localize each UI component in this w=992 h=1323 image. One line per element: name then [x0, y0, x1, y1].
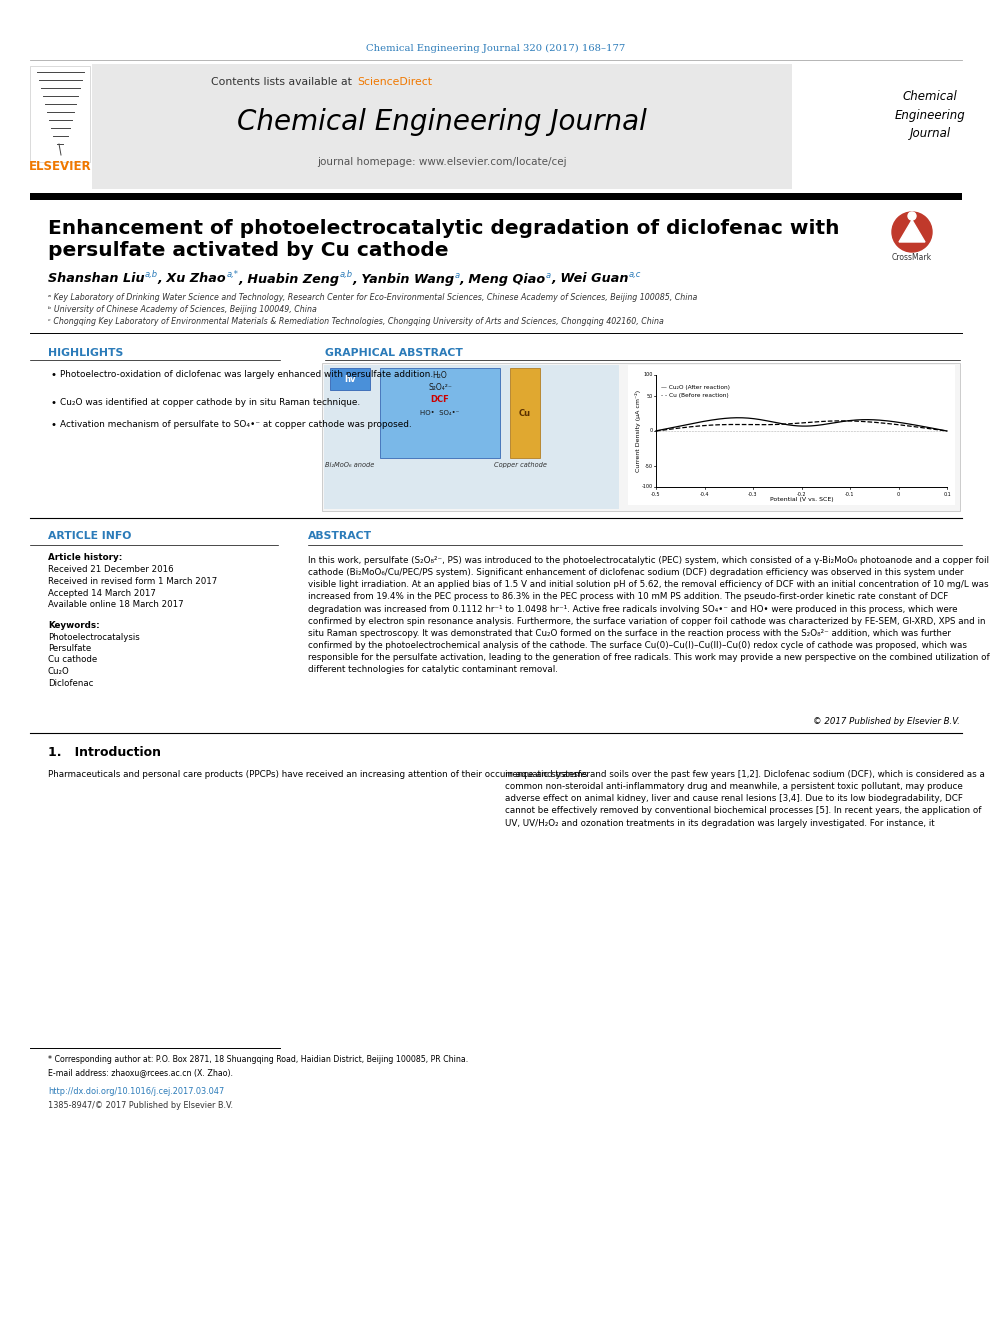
Text: Chemical Engineering Journal 320 (2017) 168–177: Chemical Engineering Journal 320 (2017) … — [366, 44, 626, 53]
Text: 1385-8947/© 2017 Published by Elsevier B.V.: 1385-8947/© 2017 Published by Elsevier B… — [48, 1101, 233, 1110]
Text: 0: 0 — [897, 492, 900, 497]
Text: Keywords:: Keywords: — [48, 620, 100, 630]
Text: Shanshan Liu: Shanshan Liu — [48, 273, 145, 286]
Text: H₂O: H₂O — [433, 370, 447, 380]
Text: HIGHLIGHTS: HIGHLIGHTS — [48, 348, 123, 359]
Text: © 2017 Published by Elsevier B.V.: © 2017 Published by Elsevier B.V. — [813, 717, 960, 726]
Text: -100: -100 — [642, 484, 653, 490]
Text: •: • — [50, 398, 56, 407]
Text: Photoelectrocatalysis: Photoelectrocatalysis — [48, 632, 140, 642]
Circle shape — [908, 212, 916, 220]
Text: Received 21 December 2016: Received 21 December 2016 — [48, 565, 174, 574]
Bar — [322, 363, 960, 511]
Text: a,c: a,c — [629, 270, 641, 279]
Text: Pharmaceuticals and personal care products (PPCPs) have received an increasing a: Pharmaceuticals and personal care produc… — [48, 770, 590, 779]
Text: Current Density (μA cm⁻²): Current Density (μA cm⁻²) — [635, 390, 641, 472]
Text: In this work, persulfate (S₂O₈²⁻, PS) was introduced to the photoelectrocatalyti: In this work, persulfate (S₂O₈²⁻, PS) wa… — [308, 556, 990, 675]
Text: E-mail address: zhaoxu@rcees.ac.cn (X. Zhao).: E-mail address: zhaoxu@rcees.ac.cn (X. Z… — [48, 1069, 233, 1077]
Text: Activation mechanism of persulfate to SO₄•⁻ at copper cathode was proposed.: Activation mechanism of persulfate to SO… — [60, 419, 412, 429]
Text: , Yanbin Wang: , Yanbin Wang — [352, 273, 454, 286]
Text: , Meng Qiao: , Meng Qiao — [459, 273, 546, 286]
Text: HO•  SO₄•⁻: HO• SO₄•⁻ — [421, 410, 459, 415]
Text: , Xu Zhao: , Xu Zhao — [158, 273, 226, 286]
Bar — [92, 64, 792, 189]
Text: in aquatic systems and soils over the past few years [1,2]. Diclofenac sodium (D: in aquatic systems and soils over the pa… — [505, 770, 985, 828]
Polygon shape — [899, 220, 925, 242]
Text: , Huabin Zeng: , Huabin Zeng — [238, 273, 339, 286]
Text: ABSTRACT: ABSTRACT — [308, 531, 372, 541]
Text: a: a — [546, 270, 551, 279]
Text: S₂O₄²⁻: S₂O₄²⁻ — [429, 384, 452, 393]
Text: Accepted 14 March 2017: Accepted 14 March 2017 — [48, 589, 156, 598]
Text: •: • — [50, 370, 56, 380]
Bar — [30, 66, 90, 161]
Text: ELSEVIER: ELSEVIER — [29, 160, 91, 173]
Bar — [510, 368, 540, 458]
Bar — [30, 193, 962, 200]
Text: Persulfate: Persulfate — [48, 644, 91, 654]
Text: — Cu₂O (After reaction): — Cu₂O (After reaction) — [661, 385, 730, 389]
Text: •: • — [50, 419, 56, 430]
Text: Received in revised form 1 March 2017: Received in revised form 1 March 2017 — [48, 577, 217, 586]
Text: Chemical
Engineering
Journal: Chemical Engineering Journal — [895, 90, 965, 139]
Text: -50: -50 — [645, 463, 653, 468]
Text: Cu₂O was identified at copper cathode by in situ Raman technique.: Cu₂O was identified at copper cathode by… — [60, 398, 360, 407]
Text: Potential (V vs. SCE): Potential (V vs. SCE) — [770, 497, 833, 503]
Text: Available online 18 March 2017: Available online 18 March 2017 — [48, 601, 184, 609]
Text: CrossMark: CrossMark — [892, 254, 932, 262]
Text: a,b: a,b — [339, 270, 352, 279]
Text: -0.4: -0.4 — [699, 492, 709, 497]
Text: Contents lists available at: Contents lists available at — [210, 77, 355, 87]
Text: ᶜ Chongqing Key Laboratory of Environmental Materials & Remediation Technologies: ᶜ Chongqing Key Laboratory of Environmen… — [48, 318, 664, 327]
Bar — [330, 368, 370, 390]
Text: GRAPHICAL ABSTRACT: GRAPHICAL ABSTRACT — [325, 348, 463, 359]
Text: -0.3: -0.3 — [748, 492, 758, 497]
Text: Copper cathode: Copper cathode — [493, 462, 547, 468]
Text: a: a — [454, 270, 459, 279]
Text: Cu₂O: Cu₂O — [48, 667, 69, 676]
Text: -0.1: -0.1 — [845, 492, 855, 497]
Text: Bi₂MoO₆ anode: Bi₂MoO₆ anode — [325, 462, 375, 468]
Text: hv: hv — [344, 374, 356, 384]
Text: -0.2: -0.2 — [797, 492, 806, 497]
Bar — [380, 368, 500, 458]
Text: -0.5: -0.5 — [652, 492, 661, 497]
Text: Chemical Engineering Journal: Chemical Engineering Journal — [237, 108, 647, 136]
Text: a,b: a,b — [145, 270, 158, 279]
Text: Cu cathode: Cu cathode — [48, 655, 97, 664]
Text: Cu: Cu — [519, 409, 531, 418]
Text: - - Cu (Before reaction): - - Cu (Before reaction) — [661, 393, 729, 397]
Text: 0: 0 — [650, 429, 653, 434]
Text: journal homepage: www.elsevier.com/locate/cej: journal homepage: www.elsevier.com/locat… — [317, 157, 566, 167]
Text: Article history:: Article history: — [48, 553, 122, 562]
Bar — [628, 365, 955, 505]
Text: , Wei Guan: , Wei Guan — [551, 273, 629, 286]
Text: 50: 50 — [647, 393, 653, 398]
Text: Photoelectro-oxidation of diclofenac was largely enhanced with persulfate additi: Photoelectro-oxidation of diclofenac was… — [60, 370, 434, 378]
Text: persulfate activated by Cu cathode: persulfate activated by Cu cathode — [48, 242, 448, 261]
Text: a,*: a,* — [226, 270, 238, 279]
Text: Diclofenac: Diclofenac — [48, 679, 93, 688]
Bar — [324, 365, 619, 509]
Text: ARTICLE INFO: ARTICLE INFO — [48, 531, 131, 541]
Text: ᵇ University of Chinese Academy of Sciences, Beijing 100049, China: ᵇ University of Chinese Academy of Scien… — [48, 306, 316, 315]
Text: * Corresponding author at: P.O. Box 2871, 18 Shuangqing Road, Haidian District, : * Corresponding author at: P.O. Box 2871… — [48, 1056, 468, 1065]
Text: 0.1: 0.1 — [943, 492, 951, 497]
Text: 1.   Introduction: 1. Introduction — [48, 746, 161, 759]
Text: 100: 100 — [644, 373, 653, 377]
Text: ᵃ Key Laboratory of Drinking Water Science and Technology, Research Center for E: ᵃ Key Laboratory of Drinking Water Scien… — [48, 294, 697, 303]
Text: DCF: DCF — [431, 396, 449, 405]
Circle shape — [892, 212, 932, 251]
Text: http://dx.doi.org/10.1016/j.cej.2017.03.047: http://dx.doi.org/10.1016/j.cej.2017.03.… — [48, 1088, 224, 1097]
Text: Enhancement of photoelectrocatalytic degradation of diclofenac with: Enhancement of photoelectrocatalytic deg… — [48, 218, 839, 238]
Text: ScienceDirect: ScienceDirect — [357, 77, 432, 87]
